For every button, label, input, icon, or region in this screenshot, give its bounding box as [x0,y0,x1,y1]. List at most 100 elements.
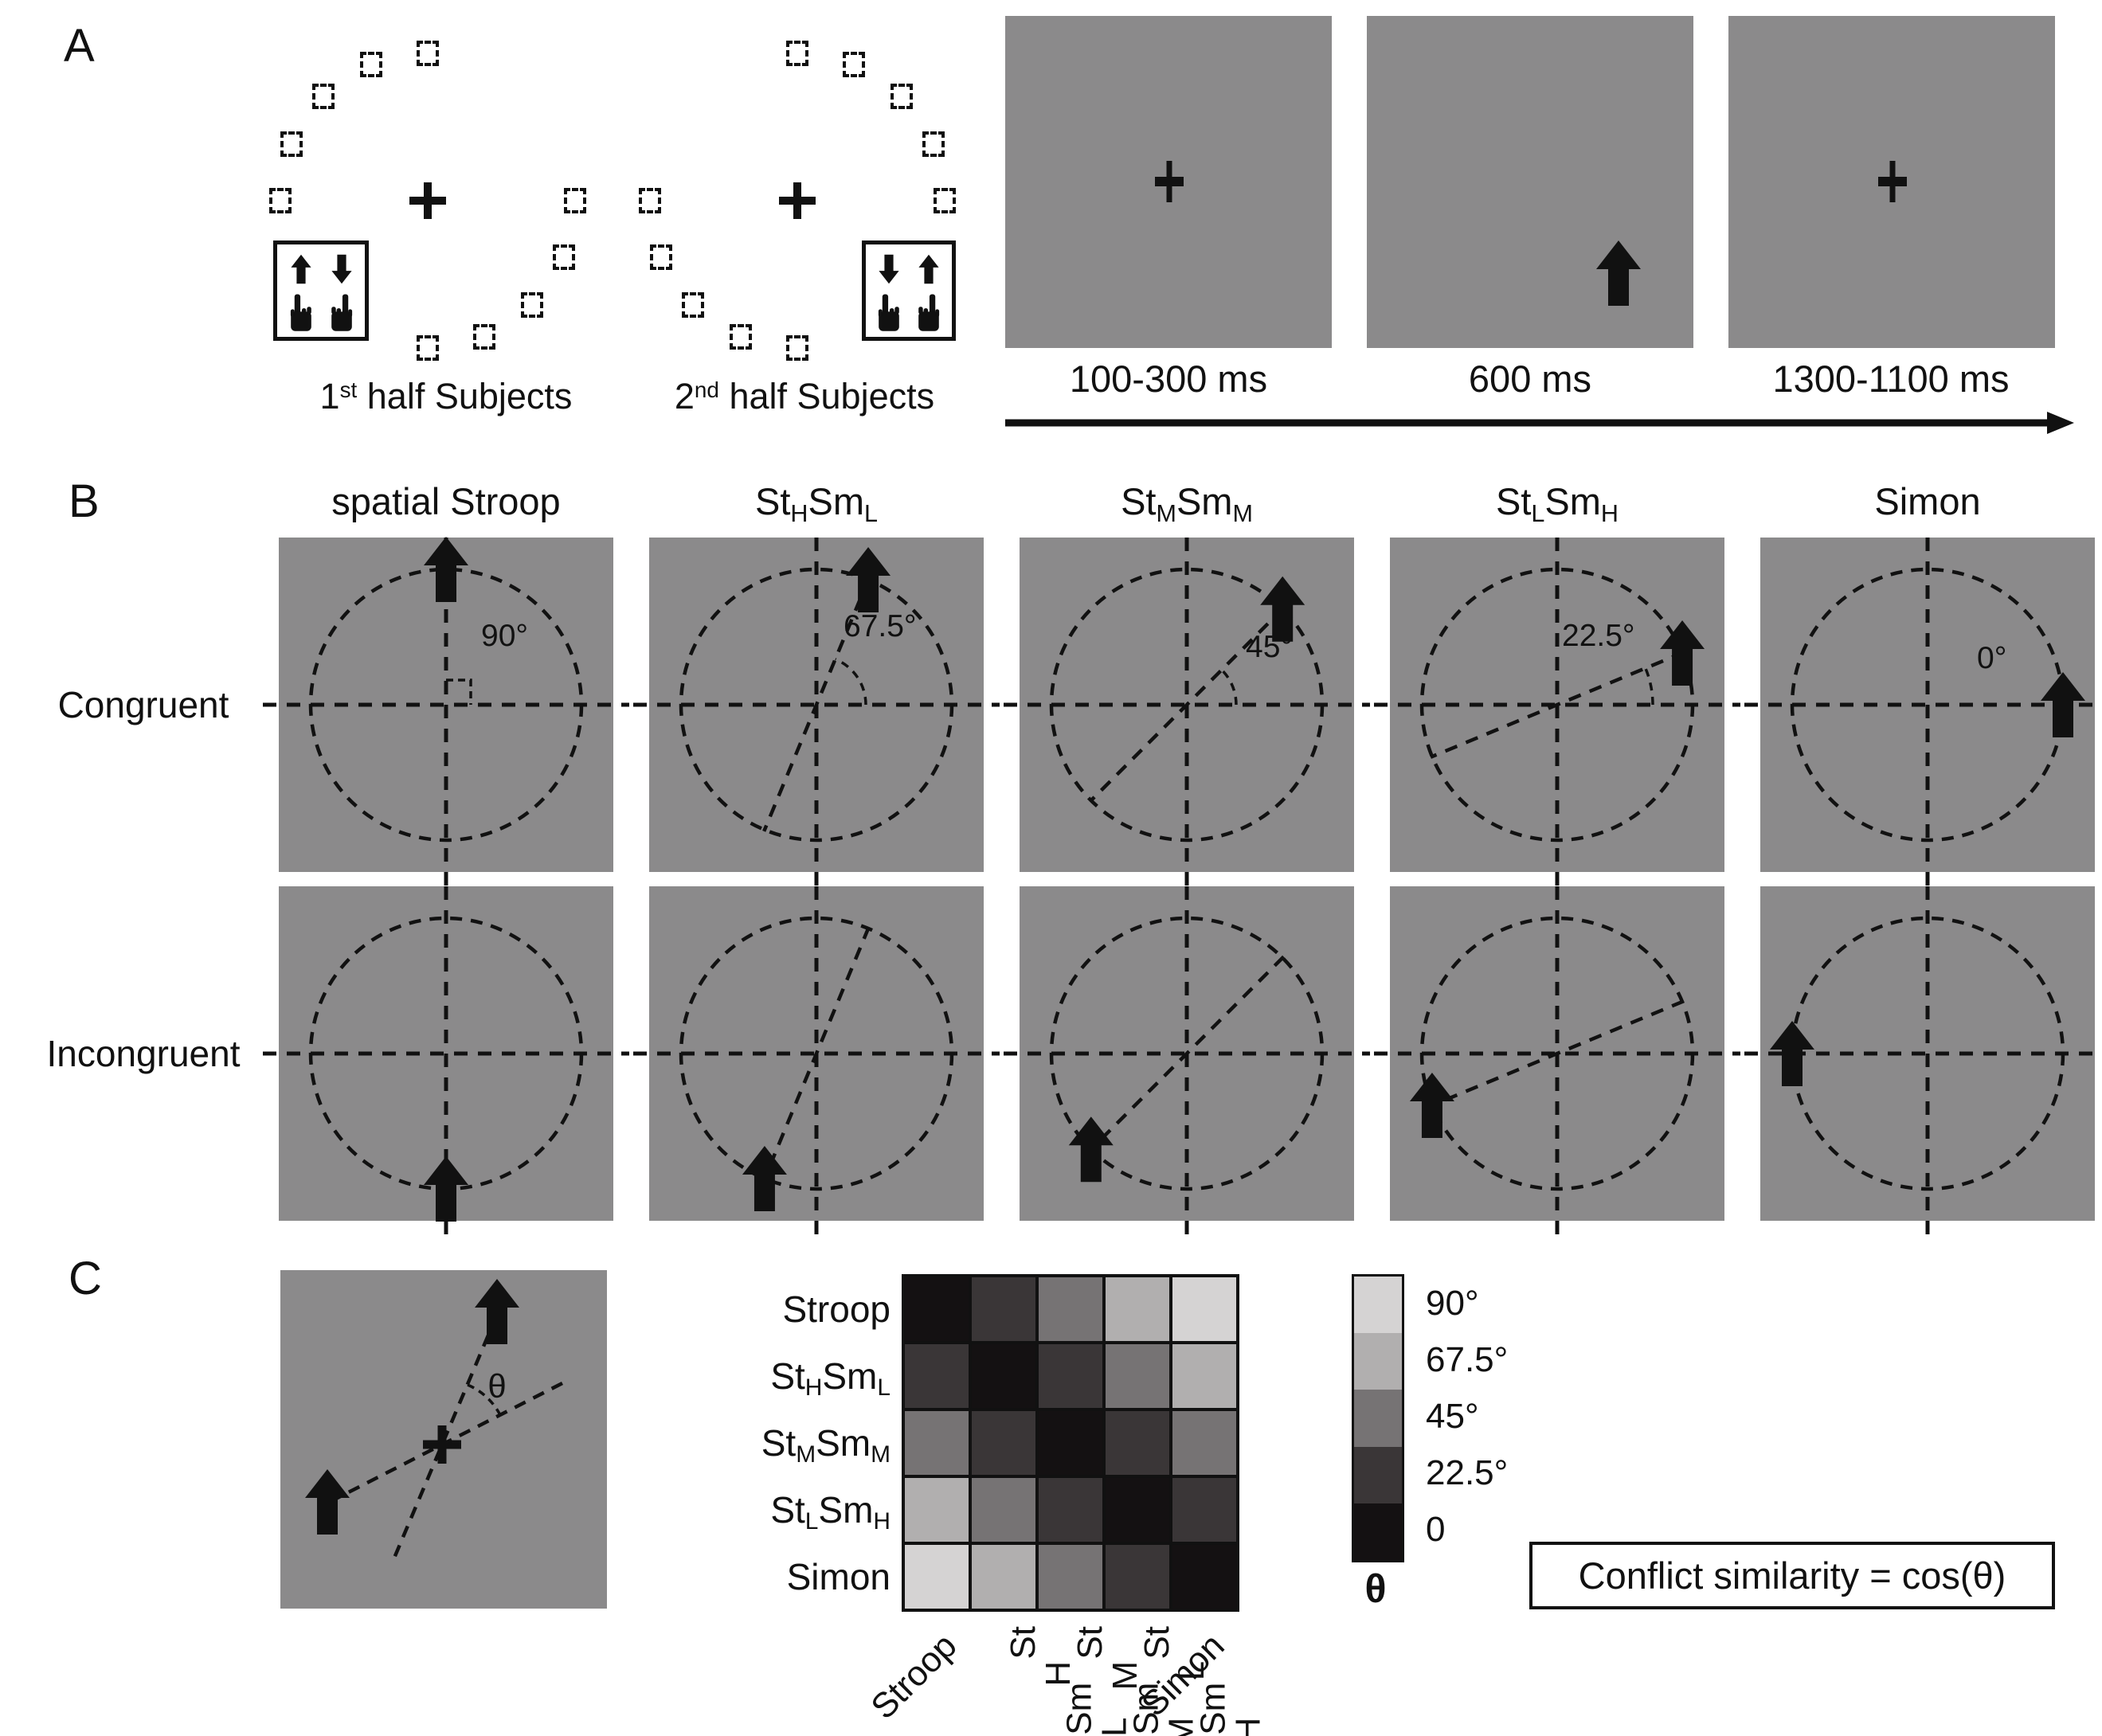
stimulus-arrow-up-icon [1260,576,1305,642]
placeholder-square [650,244,673,270]
colorbar [1352,1274,1404,1562]
hm-row-label-stroop: Stroop [782,1288,891,1330]
stimulus-arrow-up-icon [1068,1116,1114,1183]
placeholder-square [312,84,335,110]
colorbar-segment [1354,1333,1402,1390]
right-hand-point-up-icon [331,294,352,331]
right-hand-point-up-icon [918,294,940,331]
colorbar-tick-67-5: 67.5° [1426,1340,1509,1379]
colorbar-tick-45: 45° [1426,1397,1479,1436]
heatmap-cell-r3c3 [1106,1478,1169,1542]
stimulus-drawing [633,886,1000,1243]
heatmap-cell-r2c2 [1039,1411,1102,1475]
stimulus-drawing: 90° [263,537,629,894]
stimulus-drawing: 22.5° [1374,538,1740,894]
heatmap-grid [902,1274,1239,1612]
colorbar-segment [1354,1446,1402,1503]
arrow-up-icon [290,254,311,284]
timeline-arrow [1005,412,2074,434]
heatmap-cell-r1c4 [1172,1344,1236,1408]
colorbar-tick-0: 0 [1426,1510,1446,1549]
placeholder-square [360,52,383,78]
heatmap-cell-r0c4 [1172,1277,1236,1341]
hm-row-label-simon: Simon [786,1556,891,1597]
hm-row-label-stlsmh: StLSmH [770,1489,891,1535]
stimulus-drawing: 45° [1004,538,1370,894]
duration-label-2: 600 ms [1468,358,1592,400]
stimulus-location-ring-right [622,25,973,376]
placeholder-square [842,52,865,78]
heatmap-cell-r4c1 [972,1545,1035,1609]
colorbar-axis-label: θ [1364,1566,1387,1611]
arrow-down-icon [331,254,352,284]
heatmap-cell-r2c1 [972,1411,1035,1475]
heatmap-cell-r4c3 [1106,1545,1169,1609]
placeholder-square [786,335,808,361]
colorbar-tick-90: 90° [1426,1284,1479,1323]
stimulus-panel-incongruent-sthsml [633,886,1000,1243]
stimulus-location-ring-left [252,25,603,376]
placeholder-square [682,291,705,318]
heatmap-cell-r1c2 [1039,1344,1102,1408]
colorbar-segment [1354,1390,1402,1447]
row-label-incongruent: Incongruent [46,1033,241,1074]
angle-label: 90° [481,619,528,653]
stimulus-panel-incongruent-simon [1744,886,2102,1243]
stimulus-arrow-up-icon [475,1279,519,1344]
fixation-cross-icon [423,1425,461,1464]
heatmap-cell-r2c0 [905,1411,969,1475]
trial-screen-fixation-1 [1005,16,1332,348]
placeholder-square [472,323,495,350]
placeholder-square [786,41,808,66]
stimulus-arrow-up-icon [846,546,891,612]
heatmap-cell-r2c4 [1172,1411,1236,1475]
arrow-down-icon [879,254,899,284]
heatmap-cell-r3c4 [1172,1478,1236,1542]
angle-label: 0° [1977,641,2006,675]
col-header-stmsmm: StMSmM [1121,480,1253,527]
placeholder-square [730,323,753,350]
col-header-simon: Simon [1874,480,1981,522]
fixation-cross-icon [409,182,446,219]
angle-label: 67.5° [844,609,917,643]
row-label-congruent: Congruent [57,684,229,725]
stimulus-arrow-up-icon [424,1156,468,1222]
placeholder-square [280,131,303,158]
placeholder-square [564,188,586,213]
placeholder-square [417,41,439,66]
col-header-stlsmh: StLSmH [1496,480,1619,527]
heatmap-cell-r1c1 [972,1344,1035,1408]
hm-row-label-sthsml: StHSmL [770,1355,891,1402]
stimulus-arrow-up-icon [424,537,468,602]
stimulus-drawing [1744,886,2102,1243]
angle-label: 22.5° [1562,619,1635,653]
duration-label-3: 1300-1100 ms [1772,358,2010,400]
heatmap-cell-r4c0 [905,1545,969,1609]
stimulus-arrow-up-icon [1409,1073,1454,1139]
theta-example-panel: θ [280,1270,607,1609]
stimulus-drawing: 0° [1744,538,2102,894]
stimulus-arrow-up-icon [742,1146,787,1212]
placeholder-square [552,244,575,270]
stimulus-panel-congruent-simon: 0° [1744,538,2102,894]
trial-screen-fixation-2 [1728,16,2055,348]
heatmap-cell-r0c0 [905,1277,969,1341]
stimulus-arrow-up-icon [305,1469,350,1535]
stimulus-panel-incongruent-stlsmh [1374,886,1740,1243]
fixation-cross-icon [1155,161,1184,202]
theta-example-drawing: θ [305,1279,564,1562]
stimulus-drawing: 67.5° [633,538,1000,894]
heatmap-cell-r1c0 [905,1344,969,1408]
colorbar-tick-22-5: 22.5° [1426,1453,1509,1492]
heatmap-cell-r0c3 [1106,1277,1169,1341]
fixation-cross-icon [779,182,816,219]
colorbar-segment [1354,1277,1402,1334]
hm-col-label-simon: Simon [1133,1626,1232,1724]
placeholder-square [922,131,945,158]
stimulus-panel-congruent-stmsmm: 45° [1004,538,1370,894]
conflict-similarity-formula-box: Conflict similarity = cos(θ) [1529,1542,2055,1609]
stimulus-panel-congruent-stlsmh: 22.5° [1374,538,1740,894]
heatmap-cell-r4c4 [1172,1545,1236,1609]
colorbar-segment [1354,1503,1402,1560]
